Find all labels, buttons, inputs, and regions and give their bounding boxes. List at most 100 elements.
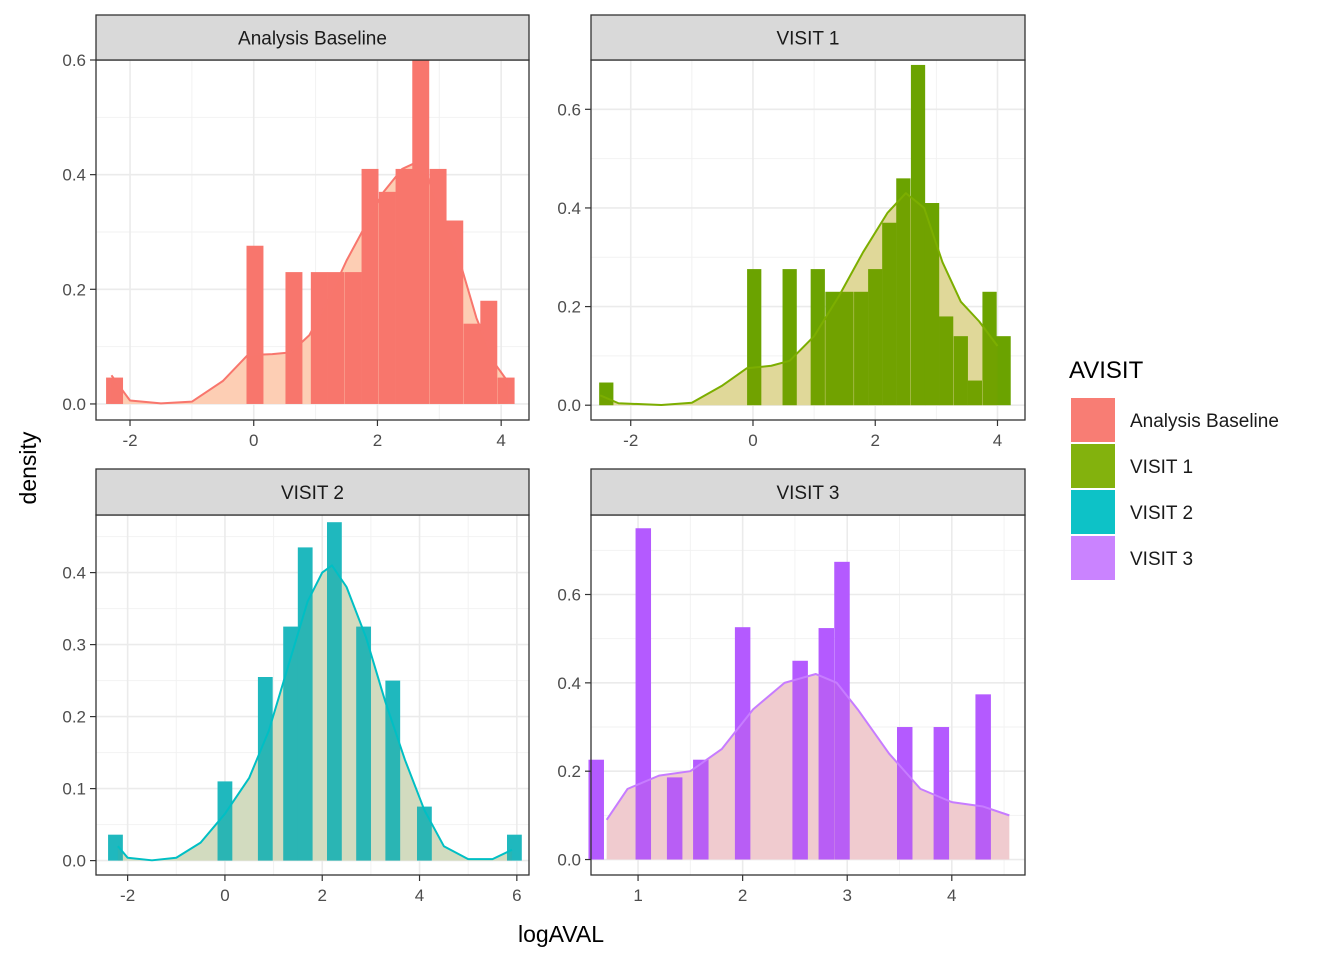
x-axis-title: logAVAL bbox=[518, 921, 604, 947]
histogram-bar bbox=[825, 291, 840, 406]
histogram-bar bbox=[327, 272, 345, 404]
histogram-bars bbox=[106, 60, 515, 404]
histogram-bar bbox=[356, 626, 371, 861]
legend-label: VISIT 3 bbox=[1130, 549, 1193, 570]
histogram-bar bbox=[257, 677, 273, 861]
facet-strip bbox=[590, 468, 1026, 516]
y-tick-label: 0.0 bbox=[62, 852, 86, 871]
histogram-bar bbox=[782, 269, 797, 406]
legend-label: Analysis Baseline bbox=[1130, 411, 1279, 432]
facet-panel-1: VISIT 1 -2 0 2 4 0.0 0.2 0.4 0.6 bbox=[557, 14, 1026, 450]
histogram-bars bbox=[588, 528, 991, 860]
x-tick-label: 4 bbox=[993, 431, 1002, 450]
x-tick-label: 1 bbox=[633, 886, 642, 905]
y-tick-label: 0.2 bbox=[557, 298, 581, 317]
y-tick-label: 0.6 bbox=[557, 100, 581, 119]
histogram-bar bbox=[666, 777, 683, 860]
y-tick-label: 0.2 bbox=[557, 762, 581, 781]
density-overlay bbox=[606, 674, 1010, 860]
histogram-bar bbox=[417, 806, 432, 861]
facet-strip-label: VISIT 3 bbox=[776, 483, 839, 504]
histogram-bar bbox=[868, 269, 883, 406]
density-line bbox=[599, 192, 999, 406]
histogram-bar bbox=[429, 168, 447, 404]
x-tick-label: 4 bbox=[947, 886, 956, 905]
histogram-bar bbox=[635, 528, 652, 860]
histogram-bar bbox=[882, 222, 897, 406]
histogram-bar bbox=[217, 781, 233, 861]
x-tick-label: -2 bbox=[120, 886, 135, 905]
x-tick-label: -2 bbox=[623, 431, 638, 450]
histogram-bar bbox=[310, 272, 328, 404]
y-tick-label: 0.4 bbox=[557, 199, 581, 218]
histogram-bars bbox=[599, 64, 1011, 406]
facet-strip-label: Analysis Baseline bbox=[238, 29, 387, 50]
histogram-bar bbox=[982, 291, 997, 406]
facet-strip-label: VISIT 1 bbox=[776, 29, 839, 50]
histogram-bar bbox=[839, 291, 854, 406]
legend: AVISIT Analysis Baseline VISIT 1 VISIT 2 VIS… bbox=[1069, 357, 1279, 581]
facet-strip bbox=[590, 14, 1026, 61]
legend-key bbox=[1071, 398, 1115, 442]
x-tick-label: 0 bbox=[748, 431, 757, 450]
histogram-bar bbox=[395, 168, 413, 404]
facet-panel-0: Analysis Baseline -2 0 2 4 0.0 0.2 0.4 0.6 bbox=[62, 14, 530, 450]
facet-strip bbox=[95, 468, 530, 516]
density-overlay bbox=[117, 565, 512, 861]
histogram-bar bbox=[326, 522, 342, 861]
histogram-bar bbox=[108, 834, 123, 861]
histogram-bar bbox=[285, 272, 303, 404]
y-axis-title: density bbox=[15, 431, 41, 504]
histogram-bar bbox=[734, 627, 751, 860]
y-tick-label: 0.0 bbox=[557, 396, 581, 415]
histogram-bar bbox=[361, 168, 379, 404]
x-tick-label: 4 bbox=[415, 886, 424, 905]
legend-key bbox=[1071, 536, 1115, 580]
legend-key bbox=[1071, 490, 1115, 534]
density-line bbox=[117, 564, 513, 862]
y-tick-label: 0.0 bbox=[557, 851, 581, 870]
facet-panel-2: VISIT 2 -2 0 2 4 6 0.0 0.1 0.2 0.3 0.4 bbox=[62, 468, 530, 905]
histogram-bar bbox=[792, 660, 808, 860]
histogram-bar bbox=[818, 628, 835, 860]
x-tick-label: 2 bbox=[871, 431, 880, 450]
histogram-bar bbox=[910, 64, 926, 406]
histogram-bar bbox=[497, 377, 515, 404]
histogram-bar bbox=[953, 336, 968, 406]
histogram-bar bbox=[975, 694, 991, 860]
histogram-bar bbox=[385, 680, 401, 861]
histogram-bar bbox=[896, 178, 911, 406]
histogram-bar bbox=[834, 561, 850, 860]
histogram-bar bbox=[939, 316, 954, 406]
y-tick-label: 0.2 bbox=[62, 280, 86, 299]
histogram-bar bbox=[378, 191, 396, 404]
histogram-bar bbox=[810, 269, 825, 406]
y-tick-label: 0.6 bbox=[557, 586, 581, 605]
facet-strip-label: VISIT 2 bbox=[281, 483, 344, 504]
density-line bbox=[605, 673, 1010, 821]
histogram-bar bbox=[297, 547, 313, 861]
density-line bbox=[110, 162, 509, 405]
y-tick-label: 0.1 bbox=[62, 780, 86, 799]
y-tick-label: 0.6 bbox=[62, 51, 86, 70]
histogram-bar bbox=[507, 834, 522, 861]
legend-label: VISIT 2 bbox=[1130, 503, 1193, 524]
y-tick-label: 0.0 bbox=[62, 395, 86, 414]
x-tick-label: 4 bbox=[496, 431, 505, 450]
density-area bbox=[117, 565, 512, 861]
histogram-bar bbox=[446, 220, 464, 404]
legend-key bbox=[1071, 444, 1115, 488]
x-tick-label: 3 bbox=[842, 886, 851, 905]
histogram-bar bbox=[283, 626, 299, 861]
histogram-bar bbox=[747, 269, 762, 406]
histogram-bar bbox=[896, 727, 913, 860]
histogram-bar bbox=[996, 336, 1011, 406]
histogram-bar bbox=[480, 300, 498, 404]
histogram-bars bbox=[108, 522, 522, 861]
histogram-bar bbox=[463, 323, 481, 404]
x-tick-label: 0 bbox=[249, 431, 258, 450]
y-tick-label: 0.3 bbox=[62, 636, 86, 655]
legend-label: VISIT 1 bbox=[1130, 457, 1193, 478]
